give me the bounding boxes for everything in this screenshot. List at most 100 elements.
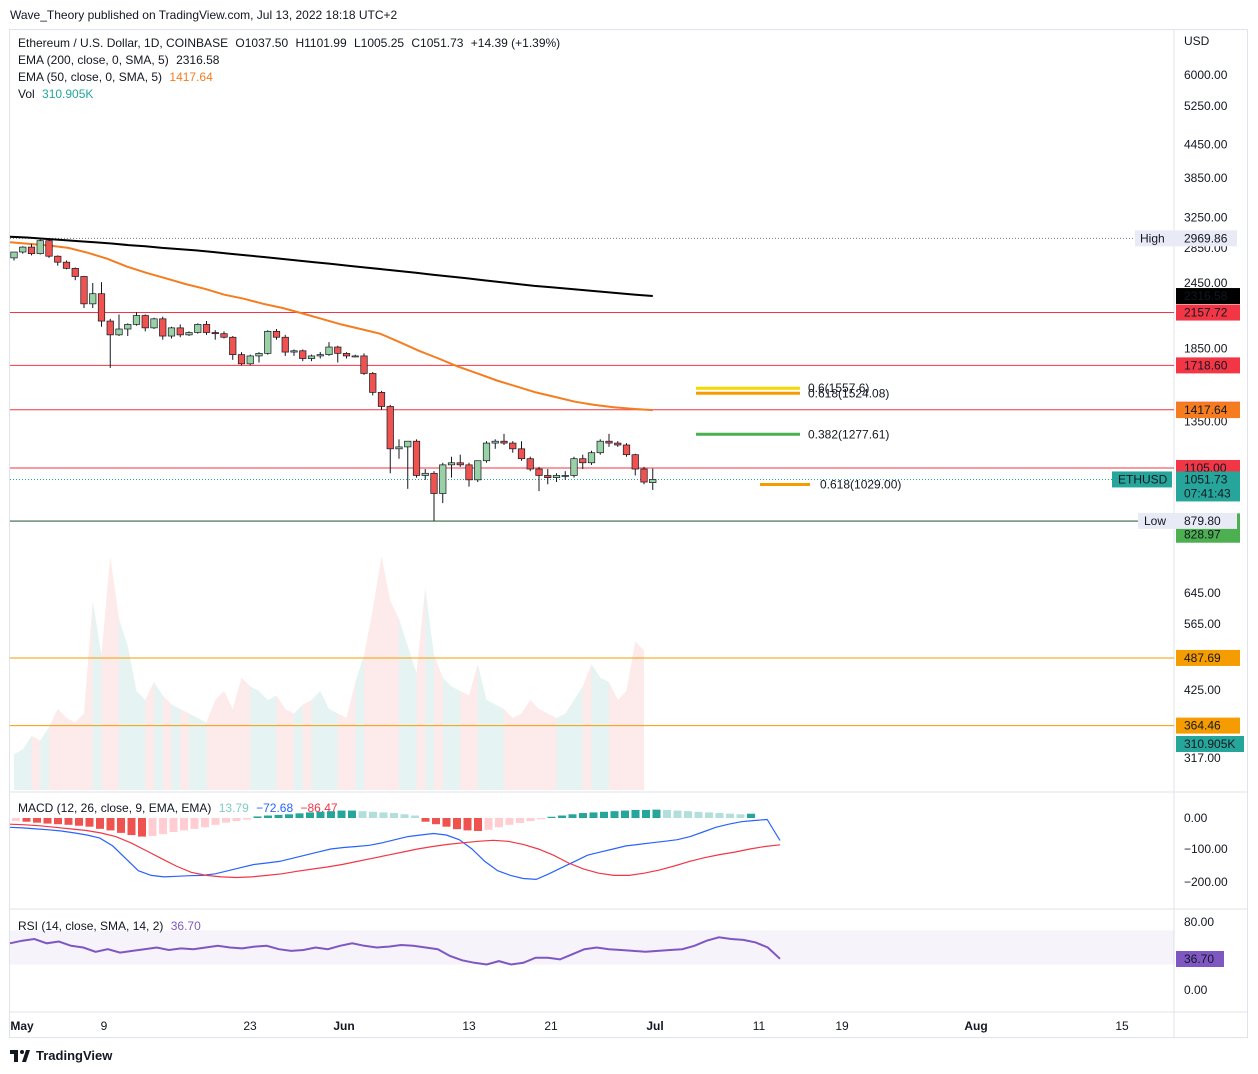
volume-area-segment bbox=[381, 556, 391, 790]
candle-body bbox=[299, 350, 307, 359]
volume-area-segment bbox=[495, 704, 504, 790]
price-axis-tick: 317.00 bbox=[1184, 751, 1221, 765]
legend-open: O1037.50 bbox=[235, 36, 289, 50]
macd-histogram-bar bbox=[684, 811, 692, 818]
volume-area-segment bbox=[197, 718, 207, 790]
candle-body bbox=[272, 330, 281, 338]
candle-body bbox=[500, 440, 508, 444]
low-marker-badge bbox=[1138, 512, 1237, 529]
candle-body bbox=[45, 240, 53, 257]
candle-body bbox=[369, 373, 377, 393]
candle-body bbox=[605, 440, 613, 444]
volume-area-segment bbox=[136, 691, 146, 790]
macd-signal-line bbox=[9, 823, 781, 879]
volume-area-segment bbox=[416, 587, 426, 790]
candle-body bbox=[97, 293, 106, 322]
volume-area-segment bbox=[469, 664, 478, 790]
volume-area-segment bbox=[171, 704, 181, 790]
price-badge bbox=[1176, 526, 1240, 543]
macd-histogram-bar bbox=[484, 818, 493, 830]
price-badge-label: 2316.58 bbox=[1184, 289, 1228, 303]
price-badge bbox=[1176, 402, 1240, 419]
fib-level-label: 0.618(1029.00) bbox=[820, 478, 901, 492]
volume-area-segment bbox=[512, 713, 522, 790]
legend-macd-hist: 13.79 bbox=[218, 801, 249, 815]
rsi-badge bbox=[1176, 951, 1224, 967]
macd-histogram-bar bbox=[253, 816, 262, 818]
candle-body bbox=[316, 354, 324, 357]
candle-body bbox=[509, 442, 517, 450]
macd-histogram-bar bbox=[169, 818, 178, 832]
level-badge-label: 2157.72 bbox=[1184, 306, 1228, 320]
macd-histogram-bar bbox=[537, 818, 545, 820]
macd-histogram-bar bbox=[285, 814, 293, 818]
legend-ema200-label[interactable]: EMA (200, close, 0, SMA, 5) bbox=[18, 53, 169, 67]
price-axis-tick: 645.00 bbox=[1184, 586, 1221, 600]
current-price-badge bbox=[1176, 471, 1240, 502]
candle-body bbox=[474, 460, 482, 481]
volume-area-segment bbox=[390, 601, 399, 790]
candle-body bbox=[640, 468, 648, 483]
price-axis-tick: 1850.00 bbox=[1184, 341, 1228, 355]
macd-histogram-bar bbox=[390, 813, 398, 818]
macd-histogram-bar bbox=[705, 812, 713, 818]
macd-histogram-bar bbox=[327, 811, 335, 818]
volume-area-segment bbox=[329, 709, 338, 790]
macd-histogram-bar bbox=[295, 813, 304, 818]
macd-histogram-bar bbox=[222, 818, 230, 823]
macd-histogram-bar bbox=[54, 818, 62, 825]
volume-area-segment bbox=[162, 695, 172, 790]
time-axis-tick: Jul bbox=[646, 1019, 663, 1033]
volume-area-segment bbox=[425, 587, 434, 790]
legend-change: +14.39 (+1.39%) bbox=[470, 36, 561, 50]
macd-histogram-bar bbox=[201, 818, 209, 828]
legend-ema50-label[interactable]: EMA (50, close, 0, SMA, 5) bbox=[18, 70, 163, 84]
price-axis-tick: 2450.00 bbox=[1184, 276, 1228, 290]
candle-body bbox=[54, 255, 62, 263]
fib-level-label: 0.618(1524.08) bbox=[808, 386, 889, 400]
fib-level-label: 0.6(1557.6) bbox=[808, 381, 869, 395]
volume-area-segment bbox=[556, 713, 566, 790]
macd-histogram-bar bbox=[568, 814, 577, 818]
candle-body bbox=[237, 354, 246, 365]
volume-area-segment bbox=[49, 709, 58, 790]
price-badge-label: 828.97 bbox=[1184, 528, 1221, 542]
high-marker-badge bbox=[1135, 230, 1237, 247]
legend-symbol[interactable]: Ethereum / U.S. Dollar, 1D, COINBASE bbox=[18, 36, 229, 50]
fib-level-label: 0.382(1277.61) bbox=[808, 427, 889, 441]
volume-area-segment bbox=[504, 709, 513, 790]
candle-body bbox=[351, 355, 359, 358]
legend-rsi-label[interactable]: RSI (14, close, SMA, 14, 2) bbox=[18, 919, 164, 933]
volume-area-segment bbox=[486, 700, 496, 790]
volume-area-segment bbox=[477, 664, 487, 790]
macd-histogram-bar bbox=[75, 818, 83, 826]
macd-histogram-bar bbox=[358, 811, 367, 818]
legend-vol-label[interactable]: Vol bbox=[18, 87, 35, 101]
candle-body bbox=[579, 458, 587, 464]
time-axis-tick: 9 bbox=[101, 1019, 108, 1033]
macd-histogram-bar bbox=[106, 818, 115, 831]
volume-area-segment bbox=[40, 727, 49, 790]
volume-area-segment bbox=[241, 677, 251, 790]
ema50-line bbox=[9, 241, 653, 412]
tradingview-logo-icon bbox=[10, 1049, 30, 1062]
volume-area-segment bbox=[635, 641, 644, 790]
macd-histogram-bar bbox=[694, 811, 703, 818]
candle-body bbox=[334, 346, 342, 354]
price-axis-tick: 425.00 bbox=[1184, 683, 1221, 697]
volume-area-segment bbox=[14, 749, 23, 790]
volume-area-segment bbox=[285, 709, 294, 790]
price-axis-unit: USD bbox=[1184, 34, 1210, 48]
macd-histogram-bar bbox=[505, 818, 514, 825]
candle-body bbox=[544, 475, 552, 478]
footer-brand[interactable]: TradingView bbox=[10, 1048, 112, 1063]
candle-body bbox=[404, 440, 412, 448]
time-axis-tick: 21 bbox=[544, 1019, 558, 1033]
macd-histogram-bar bbox=[127, 818, 136, 836]
legend-macd-label[interactable]: MACD (12, 26, close, 9, EMA, EMA) bbox=[18, 801, 212, 815]
candle-body bbox=[89, 293, 97, 305]
level-badge bbox=[1176, 357, 1240, 374]
candle-body bbox=[465, 464, 473, 481]
volume-area-segment bbox=[250, 686, 259, 790]
